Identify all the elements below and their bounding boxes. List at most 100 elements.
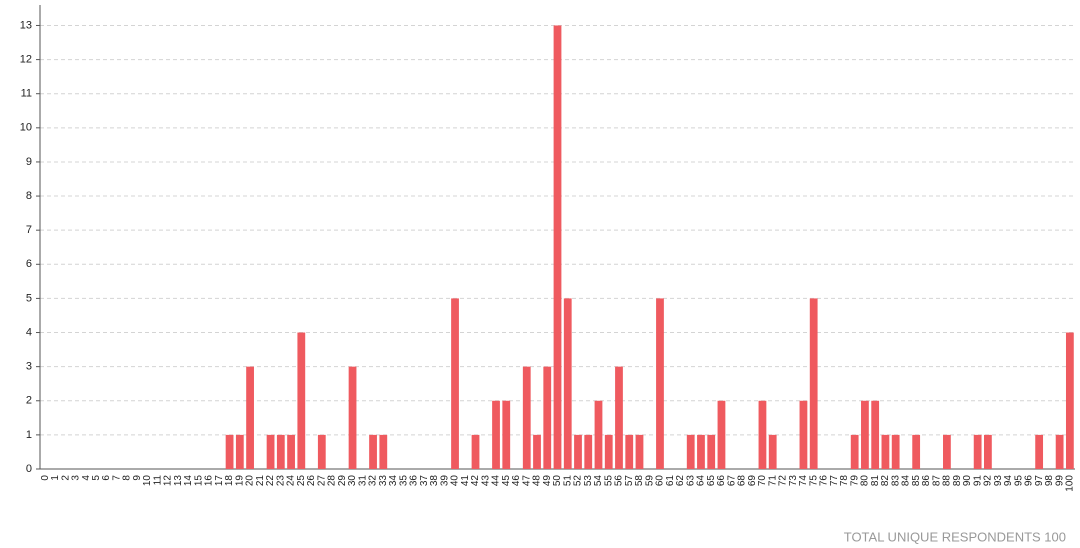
x-tick-label: 37 [419, 475, 430, 487]
x-tick-label: 89 [952, 475, 963, 487]
x-tick-label: 53 [583, 475, 594, 487]
bar [912, 434, 921, 469]
x-tick-label: 87 [931, 475, 942, 487]
bar [369, 434, 377, 469]
x-tick-label: 70 [757, 475, 768, 487]
x-tick-label: 92 [983, 475, 994, 487]
x-tick-label: 59 [644, 475, 655, 487]
bar [471, 434, 480, 469]
x-tick-label: 4 [81, 475, 92, 481]
y-tick-label: 13 [20, 19, 32, 31]
x-tick-label: 13 [173, 475, 184, 487]
bar [225, 434, 234, 469]
bar [615, 366, 623, 469]
x-tick-label: 96 [1024, 475, 1035, 487]
bar [379, 434, 388, 469]
bar [1035, 434, 1044, 469]
x-tick-label: 34 [388, 475, 399, 487]
x-tick-label: 27 [316, 475, 327, 487]
bar [533, 434, 541, 469]
y-tick-label: 8 [26, 190, 32, 202]
x-tick-label: 99 [1054, 475, 1065, 487]
x-tick-label: 83 [890, 475, 901, 487]
x-tick-label: 8 [122, 475, 133, 481]
x-tick-label: 38 [429, 475, 440, 487]
x-tick-label: 25 [296, 475, 307, 487]
x-tick-label: 48 [532, 475, 543, 487]
x-tick-label: 28 [327, 475, 338, 487]
bar [707, 434, 716, 469]
y-tick-label: 10 [20, 122, 32, 134]
x-tick-label: 45 [501, 475, 512, 487]
bar [522, 366, 531, 469]
x-tick-label: 44 [491, 475, 502, 487]
x-tick-label: 50 [552, 475, 563, 487]
bar [246, 366, 254, 469]
bar [1065, 332, 1074, 469]
x-tick-label: 21 [255, 475, 266, 487]
bar [809, 298, 818, 469]
x-tick-label: 5 [91, 475, 102, 481]
x-tick-label: 36 [409, 475, 420, 487]
y-tick-label: 5 [26, 292, 32, 304]
y-tick-label: 12 [20, 53, 32, 65]
bar [584, 434, 593, 469]
x-tick-label: 98 [1044, 475, 1055, 487]
x-tick-label: 22 [265, 475, 276, 487]
bar [543, 366, 552, 469]
x-tick-label: 26 [306, 475, 317, 487]
bar [574, 434, 582, 469]
x-tick-label: 35 [398, 475, 409, 487]
x-tick-label: 93 [993, 475, 1004, 487]
x-tick-label: 54 [593, 475, 604, 487]
x-tick-label: 10 [142, 475, 153, 487]
y-tick-label: 1 [26, 429, 32, 441]
x-tick-label: 30 [347, 475, 358, 487]
x-tick-label: 49 [542, 475, 553, 487]
x-tick-label: 66 [716, 475, 727, 487]
bar [553, 25, 562, 470]
y-tick-label: 3 [26, 361, 32, 373]
x-tick-label: 67 [726, 475, 737, 487]
y-tick-label: 4 [26, 326, 32, 338]
bar [656, 298, 664, 469]
x-tick-label: 29 [337, 475, 348, 487]
x-tick-label: 61 [665, 475, 676, 487]
bar [850, 434, 859, 469]
x-tick-label: 57 [624, 475, 635, 487]
bar [287, 434, 295, 469]
bar [276, 434, 285, 469]
x-tick-label: 31 [357, 475, 368, 487]
x-tick-label: 77 [829, 475, 840, 487]
x-tick-label: 6 [101, 475, 112, 481]
x-tick-label: 56 [614, 475, 625, 487]
x-tick-label: 74 [798, 475, 809, 487]
bar [871, 400, 880, 469]
bar [973, 434, 982, 469]
x-tick-label: 12 [163, 475, 174, 487]
x-tick-label: 62 [675, 475, 686, 487]
bar [768, 434, 777, 469]
x-tick-label: 51 [562, 475, 573, 487]
x-tick-label: 42 [470, 475, 481, 487]
x-tick-label: 97 [1034, 475, 1045, 487]
bar [297, 332, 306, 469]
x-tick-label: 20 [245, 475, 256, 487]
x-tick-label: 78 [839, 475, 850, 487]
bar [235, 434, 244, 469]
x-tick-label: 18 [224, 475, 235, 487]
x-tick-label: 33 [378, 475, 389, 487]
x-tick-label: 7 [111, 475, 122, 481]
x-tick-label: 91 [972, 475, 983, 487]
bar [717, 400, 726, 469]
x-tick-label: 16 [204, 475, 215, 487]
x-tick-label: 58 [634, 475, 645, 487]
x-tick-label: 68 [737, 475, 748, 487]
x-tick-label: 15 [193, 475, 204, 487]
x-tick-label: 1 [50, 475, 61, 481]
bar [317, 434, 326, 469]
footnote: TOTAL UNIQUE RESPONDENTS 100 [844, 529, 1066, 544]
x-tick-label: 41 [460, 475, 471, 487]
bar [625, 434, 634, 469]
x-tick-label: 32 [368, 475, 379, 487]
